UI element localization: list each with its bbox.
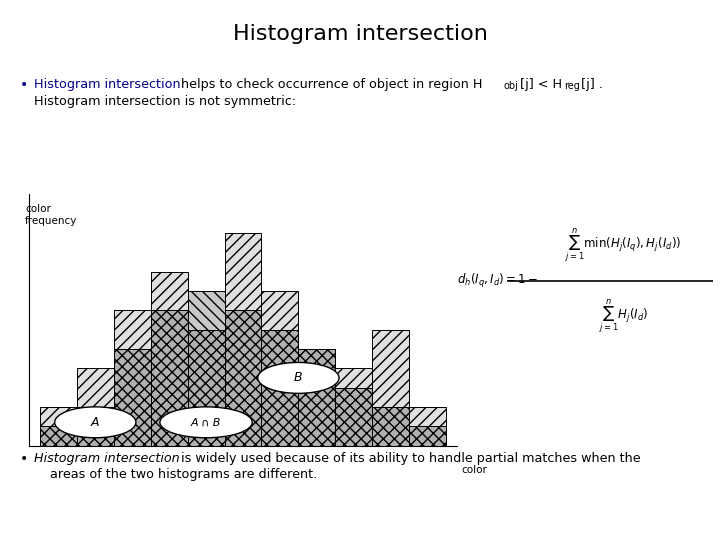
Text: •: • [20,78,28,92]
Bar [372,407,409,446]
Text: Histogram intersection: Histogram intersection [233,24,487,44]
Text: reg: reg [564,81,580,91]
Text: Histogram intersection: Histogram intersection [34,452,180,465]
Bar [298,349,336,446]
Bar [150,310,188,446]
Bar [372,407,409,446]
Bar [114,349,150,446]
Bar [298,349,336,446]
Bar [372,329,409,445]
Bar [77,368,114,446]
Ellipse shape [258,362,339,393]
Bar [225,310,261,446]
Text: •: • [20,452,28,466]
Bar [336,388,372,445]
Text: is widely used because of its ability to handle partial matches when the: is widely used because of its ability to… [177,452,641,465]
Bar [225,310,261,446]
Bar [40,426,77,445]
Bar [150,272,188,446]
Text: [j] .: [j] . [581,78,603,91]
Bar [336,368,372,446]
Bar [40,426,77,445]
Text: color
frequency: color frequency [25,204,78,226]
Bar [298,349,336,446]
Bar [261,329,298,445]
Bar [261,329,298,445]
Bar [77,407,114,446]
Text: $\sum_{j=1}^{n} H_j(I_d)$: $\sum_{j=1}^{n} H_j(I_d)$ [599,298,648,335]
Bar [188,329,225,445]
Text: A: A [91,416,99,429]
Bar [336,388,372,445]
Text: areas of the two histograms are different.: areas of the two histograms are differen… [34,468,318,481]
Text: helps to check occurrence of object in region H: helps to check occurrence of object in r… [177,78,482,91]
Bar [225,233,261,446]
Bar [114,349,150,446]
Bar [150,310,188,446]
Bar [409,426,446,445]
Bar [188,291,225,446]
Bar [114,310,150,446]
Text: $\sum_{j=1}^{n}\min(H_j(I_q),H_j(I_d))$: $\sum_{j=1}^{n}\min(H_j(I_q),H_j(I_d))$ [565,226,681,264]
Text: Histogram intersection is not symmetric:: Histogram intersection is not symmetric: [34,95,296,108]
Text: obj: obj [503,81,518,91]
Ellipse shape [160,407,252,438]
Text: $d_h(I_q,I_d) = 1-$: $d_h(I_q,I_d) = 1-$ [457,272,539,290]
Text: color: color [461,465,487,475]
Text: Histogram intersection: Histogram intersection [34,78,181,91]
Ellipse shape [55,407,136,438]
Text: A ∩ B: A ∩ B [191,417,221,427]
Bar [409,407,446,446]
Text: [j] < H: [j] < H [520,78,562,91]
Text: B: B [294,372,302,384]
Bar [188,329,225,445]
Bar [261,291,298,446]
Bar [409,426,446,445]
Bar [77,407,114,446]
Bar [40,407,77,446]
